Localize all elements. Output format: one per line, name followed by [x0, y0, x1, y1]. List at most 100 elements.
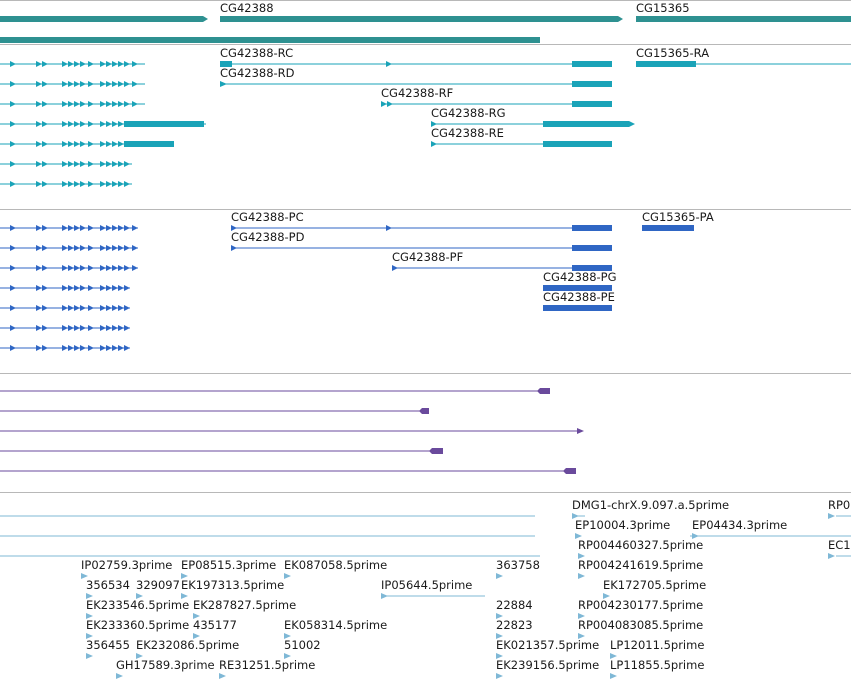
exon-arrow	[80, 345, 86, 351]
feature-row[interactable]	[0, 468, 576, 474]
est-feature[interactable]: IP02759.3prime	[81, 558, 172, 579]
est-feature[interactable]: EK087058.5prime	[284, 558, 387, 579]
exon-arrow	[74, 61, 80, 67]
exon-arrow	[80, 181, 86, 187]
est-feature[interactable]: RP004241619.5prime	[578, 558, 703, 579]
est-feature[interactable]: 22884	[496, 598, 533, 619]
transcript-row[interactable]	[0, 81, 145, 87]
est-feature[interactable]: RP004230177.5prime	[578, 598, 703, 619]
gene-cg42388[interactable]: CG42388	[0, 1, 623, 22]
est-feature[interactable]: 356534	[86, 578, 130, 599]
transcript-left-group[interactable]	[0, 61, 206, 187]
est-label: IP05644.5prime	[381, 578, 472, 592]
transcript-row[interactable]	[0, 265, 138, 271]
transcript-row[interactable]	[0, 345, 130, 351]
gene-glyph[interactable]	[636, 16, 851, 22]
est-label: IP02759.3prime	[81, 558, 172, 572]
est-feature[interactable]: EK197313.5prime	[181, 578, 284, 599]
est-feature[interactable]: 51002	[284, 638, 321, 659]
transcript-cg42388-rd[interactable]: CG42388-RD	[220, 66, 612, 87]
transcript-row[interactable]	[0, 101, 145, 107]
exon-arrow	[124, 265, 130, 271]
transcript-label: CG15365-RA	[636, 46, 709, 60]
transcript-cg15365-ra[interactable]: CG15365-RA	[636, 46, 851, 67]
transcript-row[interactable]	[0, 225, 138, 231]
transcript-cg42388-re[interactable]: CG42388-RE	[431, 126, 612, 147]
exon-arrow	[88, 181, 94, 187]
exon-arrow	[68, 285, 74, 291]
transcript-row[interactable]	[0, 161, 132, 167]
exon-arrow	[80, 81, 86, 87]
transcript-row[interactable]	[0, 325, 130, 331]
est-feature[interactable]: 356455	[86, 638, 130, 659]
est-feature[interactable]: EK172705.5prime	[603, 578, 706, 599]
feature-row[interactable]	[0, 428, 584, 434]
transcript-row[interactable]	[0, 245, 138, 251]
exon-arrow	[68, 161, 74, 167]
exon-arrow	[80, 141, 86, 147]
est-label: EK239156.5prime	[496, 658, 599, 672]
est-feature[interactable]: 329097	[136, 578, 180, 599]
est-feature[interactable]: GH17589.3prime	[116, 658, 215, 679]
transcript-cg42388-rf[interactable]: CG42388-RF	[381, 86, 612, 107]
protein-cg42388-pg[interactable]: CG42388-PG	[543, 270, 617, 291]
est-label: RP004460327.5prime	[578, 538, 703, 552]
est-feature[interactable]: EK287827.5prime	[193, 598, 296, 619]
protein-cg42388-pe[interactable]: CG42388-PE	[543, 290, 615, 311]
est-feature[interactable]: EK233546.5prime	[86, 598, 189, 619]
exon-arrow	[62, 101, 68, 107]
transcript-row[interactable]	[0, 61, 145, 67]
est-feature[interactable]: EK233360.5prime	[86, 618, 189, 639]
transcript-row[interactable]	[0, 121, 206, 127]
est-feature[interactable]: 435177	[193, 618, 237, 639]
est-feature[interactable]: RP004460327.5prime	[578, 538, 703, 559]
est-feature[interactable]: EK021357.5prime	[496, 638, 599, 659]
protein-left-group[interactable]	[0, 225, 138, 351]
est-feature[interactable]: EP08515.3prime	[181, 558, 276, 579]
protein-cg15365-pa[interactable]: CG15365-PA	[642, 210, 714, 231]
protein-cg42388-pc[interactable]: CG42388-PC	[231, 210, 612, 231]
protein-cg42388-pd[interactable]: CG42388-PD	[231, 230, 612, 251]
exon-arrow	[68, 101, 74, 107]
exon-arrow	[62, 345, 68, 351]
est-arrow	[284, 653, 291, 659]
est-arrow	[496, 573, 503, 579]
est-feature[interactable]: IP05644.5prime	[381, 578, 472, 599]
gene-cg15365[interactable]: CG15365	[636, 1, 851, 22]
est-feature[interactable]: EK239156.5prime	[496, 658, 599, 679]
est-feature[interactable]: 363758	[496, 558, 540, 579]
gene-glyph[interactable]	[220, 16, 623, 22]
exon-arrow	[132, 265, 138, 271]
transcript-row[interactable]	[0, 181, 132, 187]
transcript-cg42388-rg[interactable]: CG42388-RG	[431, 106, 635, 127]
transcript-label: CG42388-RF	[381, 86, 453, 100]
est-feature[interactable]: EK058314.5prime	[284, 618, 387, 639]
region-bar[interactable]	[0, 37, 540, 43]
protein-cg42388-pf[interactable]: CG42388-PF	[392, 250, 612, 271]
est-feature[interactable]: LP12011.5prime	[610, 638, 704, 659]
transcript-cg42388-rc[interactable]: CG42388-RC	[220, 46, 612, 67]
est-arrow	[692, 533, 699, 539]
gene-glyph[interactable]	[0, 16, 208, 22]
gene-track: CG42388 CG15365	[0, 0, 851, 45]
feature-row[interactable]	[0, 448, 443, 454]
transcript-row[interactable]	[0, 285, 130, 291]
feature-row[interactable]	[0, 388, 550, 394]
exon-arrow	[88, 265, 94, 271]
est-feature[interactable]: RP0	[828, 498, 850, 519]
est-feature[interactable]: EP04434.3prime	[692, 518, 787, 539]
transcript-row[interactable]	[0, 305, 130, 311]
est-feature[interactable]: RP004083085.5prime	[578, 618, 703, 639]
feature-row[interactable]	[0, 408, 429, 414]
est-feature[interactable]: 22823	[496, 618, 533, 639]
est-label: 22884	[496, 598, 533, 612]
est-feature[interactable]: RE31251.5prime	[219, 658, 315, 679]
est-feature[interactable]: DMG1-chrX.9.097.a.5prime	[572, 498, 729, 519]
transcript-row[interactable]	[0, 141, 174, 147]
est-feature[interactable]: EC1	[828, 538, 851, 559]
est-feature[interactable]: LP11855.5prime	[610, 658, 704, 679]
exon-arrow	[42, 285, 48, 291]
exon-arrow	[106, 121, 112, 127]
est-feature[interactable]: EK232086.5prime	[136, 638, 239, 659]
est-feature[interactable]: EP10004.3prime	[575, 518, 670, 539]
